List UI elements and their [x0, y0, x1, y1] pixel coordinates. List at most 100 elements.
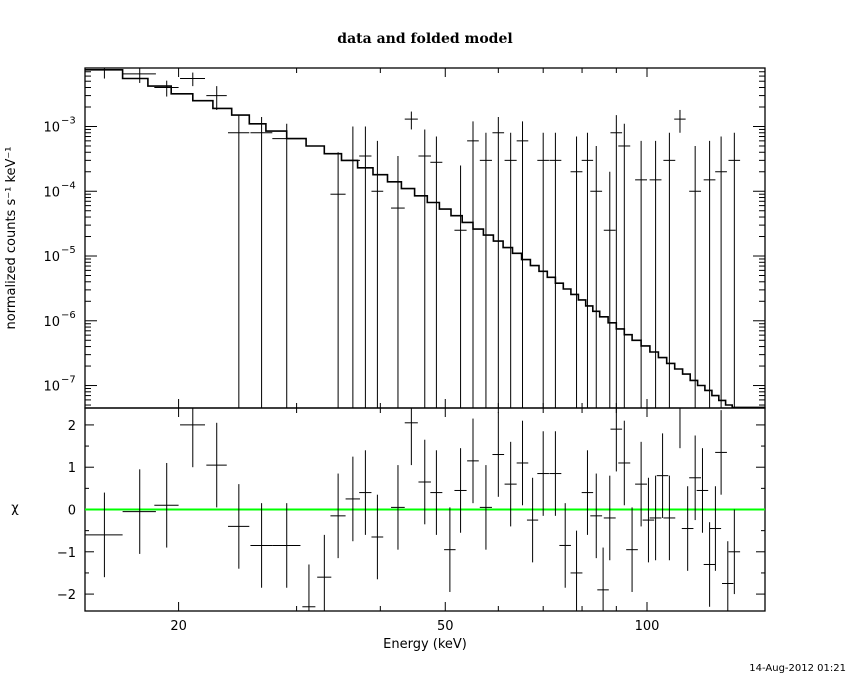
- residual-point: [154, 462, 179, 548]
- residual-point: [610, 408, 623, 472]
- y-tick-exponent: −5: [61, 245, 76, 256]
- y-tick-exponent: −6: [61, 310, 76, 321]
- residual-point: [180, 408, 206, 468]
- data-point: [180, 72, 206, 87]
- residual-point: [479, 465, 492, 550]
- residual-point: [526, 477, 539, 563]
- residual-point: [444, 507, 456, 592]
- data-point: [206, 86, 227, 110]
- residual-point: [642, 477, 655, 563]
- data-point: [663, 132, 676, 408]
- data-point: [227, 115, 250, 408]
- y-tick-exponent: −7: [61, 375, 76, 386]
- data-point: [250, 117, 273, 408]
- data-point: [703, 140, 716, 408]
- data-point: [479, 132, 492, 408]
- spectrum-panel: 10−710−610−510−410−3 normalized counts s…: [4, 67, 766, 409]
- data-point: [635, 140, 647, 408]
- residual-point: [674, 407, 686, 449]
- data-point: [454, 165, 467, 408]
- residual-point: [537, 431, 549, 516]
- residual-point: [709, 486, 722, 571]
- data-point: [467, 121, 479, 408]
- data-point: [404, 111, 418, 130]
- residual-point: [504, 441, 517, 527]
- y-tick-exponent: −3: [61, 115, 76, 126]
- residual-point: [715, 410, 727, 495]
- residual-point: [603, 475, 616, 561]
- residual-point: [345, 456, 360, 542]
- data-point: [154, 80, 179, 97]
- residual-y-tick-labels: −2 −1 0 1 2: [57, 419, 76, 603]
- data-point: [391, 156, 405, 408]
- residual-point: [649, 475, 662, 561]
- data-point: [581, 132, 594, 408]
- residual-point: [618, 420, 631, 506]
- data-point: [537, 132, 549, 408]
- residual-point: [227, 484, 250, 569]
- y-tick-label: −1: [57, 546, 76, 561]
- residual-point: [272, 503, 301, 588]
- y-tick-label: 10: [43, 250, 60, 265]
- y-tick-label: 10: [43, 120, 60, 135]
- residual-points: [85, 407, 741, 611]
- data-point: [610, 115, 623, 408]
- timestamp: 14-Aug-2012 01:21: [749, 663, 846, 674]
- data-point: [371, 140, 384, 408]
- chart-title: data and folded model: [337, 31, 512, 47]
- residual-point: [302, 564, 316, 611]
- residual-point: [663, 475, 676, 561]
- data-point: [715, 136, 727, 408]
- residual-point: [626, 507, 638, 592]
- residual-y-label: χ: [11, 501, 19, 516]
- residual-point: [467, 418, 479, 504]
- residual-point: [371, 494, 384, 580]
- residual-point: [206, 422, 227, 508]
- y-tick-label: 0: [68, 504, 76, 519]
- residual-point: [516, 420, 529, 506]
- data-point: [649, 140, 662, 408]
- residual-point: [330, 473, 346, 559]
- data-point: [430, 136, 443, 408]
- residual-point: [681, 486, 694, 571]
- residual-point: [122, 469, 156, 554]
- residual-point: [703, 522, 716, 607]
- residual-point: [317, 534, 332, 611]
- spectrum-y-tick-labels: 10−710−610−510−410−3: [43, 115, 75, 394]
- residual-panel: −2 −1 0 1 2 20 50 100 χ Energy (keV): [11, 407, 766, 652]
- residual-point: [689, 435, 702, 521]
- residual-point: [570, 530, 583, 611]
- residual-point: [430, 450, 443, 535]
- y-tick-label: 10: [43, 380, 60, 395]
- residual-point: [404, 408, 418, 466]
- data-point: [492, 117, 505, 408]
- data-point: [590, 145, 603, 408]
- data-point: [272, 123, 301, 408]
- residual-point: [635, 441, 647, 527]
- residual-point: [590, 473, 603, 559]
- residual-point: [728, 509, 741, 595]
- data-point: [359, 126, 372, 408]
- x-tick-label: 50: [437, 619, 454, 634]
- residual-point: [581, 450, 594, 535]
- spectrum-y-label: normalized counts s⁻¹ keV⁻¹: [4, 147, 19, 330]
- data-point: [122, 68, 156, 83]
- residual-point: [722, 541, 734, 611]
- y-tick-label: 1: [68, 461, 76, 476]
- data-point: [516, 121, 529, 408]
- residual-point: [656, 433, 669, 518]
- x-tick-label: 100: [635, 619, 660, 634]
- y-tick-label: 10: [43, 315, 60, 330]
- data-point: [674, 109, 686, 133]
- residual-point: [250, 503, 273, 588]
- data-point: [330, 152, 346, 408]
- data-point: [85, 68, 123, 79]
- residual-point: [597, 547, 609, 611]
- data-point: [549, 132, 562, 408]
- data-point: [603, 171, 616, 408]
- data-point: [504, 132, 517, 408]
- y-tick-label: 10: [43, 185, 60, 200]
- residual-point: [418, 439, 431, 525]
- energy-tick-labels: 20 50 100: [170, 619, 659, 634]
